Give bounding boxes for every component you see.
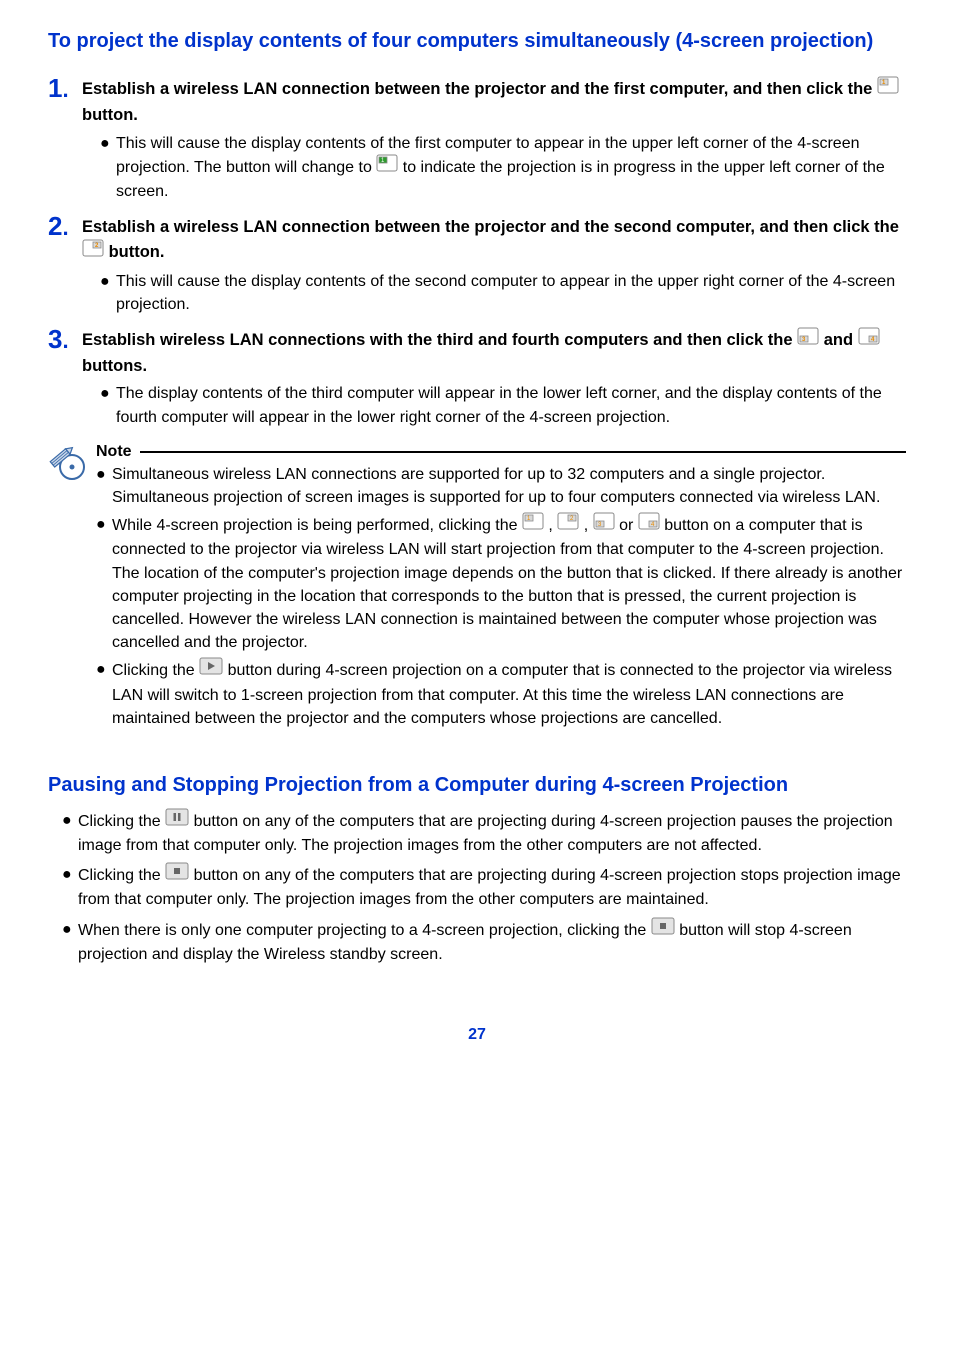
- step-number: 3.: [48, 324, 82, 429]
- page-number: 27: [48, 1026, 906, 1044]
- stop-icon: [651, 917, 675, 942]
- quadrant-3-icon: 3: [797, 327, 819, 353]
- note-block: Note ●Simultaneous wireless LAN connecti…: [48, 443, 906, 734]
- step-3-heading: Establish wireless LAN connections with …: [82, 328, 906, 379]
- step-3: 3. Establish wireless LAN connections wi…: [48, 324, 906, 429]
- note-rule: [140, 451, 906, 453]
- step-number: 1.: [48, 73, 82, 203]
- step-1: 1. Establish a wireless LAN connection b…: [48, 73, 906, 203]
- step-3-bullet: ● The display contents of the third comp…: [82, 382, 906, 428]
- note-item-2: ● While 4-screen projection is being per…: [96, 513, 906, 654]
- step-2-bullet: ● This will cause the display contents o…: [82, 270, 906, 316]
- quadrant-1-icon: 1: [522, 512, 544, 537]
- play-icon: [199, 657, 223, 682]
- note-item-1: ●Simultaneous wireless LAN connections a…: [96, 463, 906, 509]
- quadrant-4-icon: 4: [638, 512, 660, 537]
- quadrant-4-icon: 4: [858, 327, 880, 353]
- quadrant-1-active-icon: 1: [376, 154, 398, 179]
- step-2: 2. Establish a wireless LAN connection b…: [48, 211, 906, 316]
- stop-icon: [165, 862, 189, 887]
- note-pencil-icon: [48, 470, 88, 487]
- pause-bullet-2: ● Clicking the button on any of the comp…: [48, 863, 906, 911]
- quadrant-3-icon: 3: [593, 512, 615, 537]
- section-title-pausing: Pausing and Stopping Projection from a C…: [48, 772, 906, 799]
- quadrant-1-icon: 1: [877, 76, 899, 102]
- note-item-3: ● Clicking the button during 4-screen pr…: [96, 658, 906, 730]
- note-label: Note: [96, 443, 140, 461]
- pause-icon: [165, 808, 189, 833]
- pause-bullet-3: ● When there is only one computer projec…: [48, 918, 906, 966]
- step-1-bullet: ● This will cause the display contents o…: [82, 132, 906, 204]
- step-2-heading: Establish a wireless LAN connection betw…: [82, 215, 906, 266]
- section-title-4screen: To project the display contents of four …: [48, 28, 906, 55]
- step-number: 2.: [48, 211, 82, 316]
- quadrant-2-icon: 2: [557, 512, 579, 537]
- quadrant-2-icon: 2: [82, 239, 104, 265]
- pause-bullet-1: ● Clicking the button on any of the comp…: [48, 809, 906, 857]
- step-1-heading: Establish a wireless LAN connection betw…: [82, 77, 906, 128]
